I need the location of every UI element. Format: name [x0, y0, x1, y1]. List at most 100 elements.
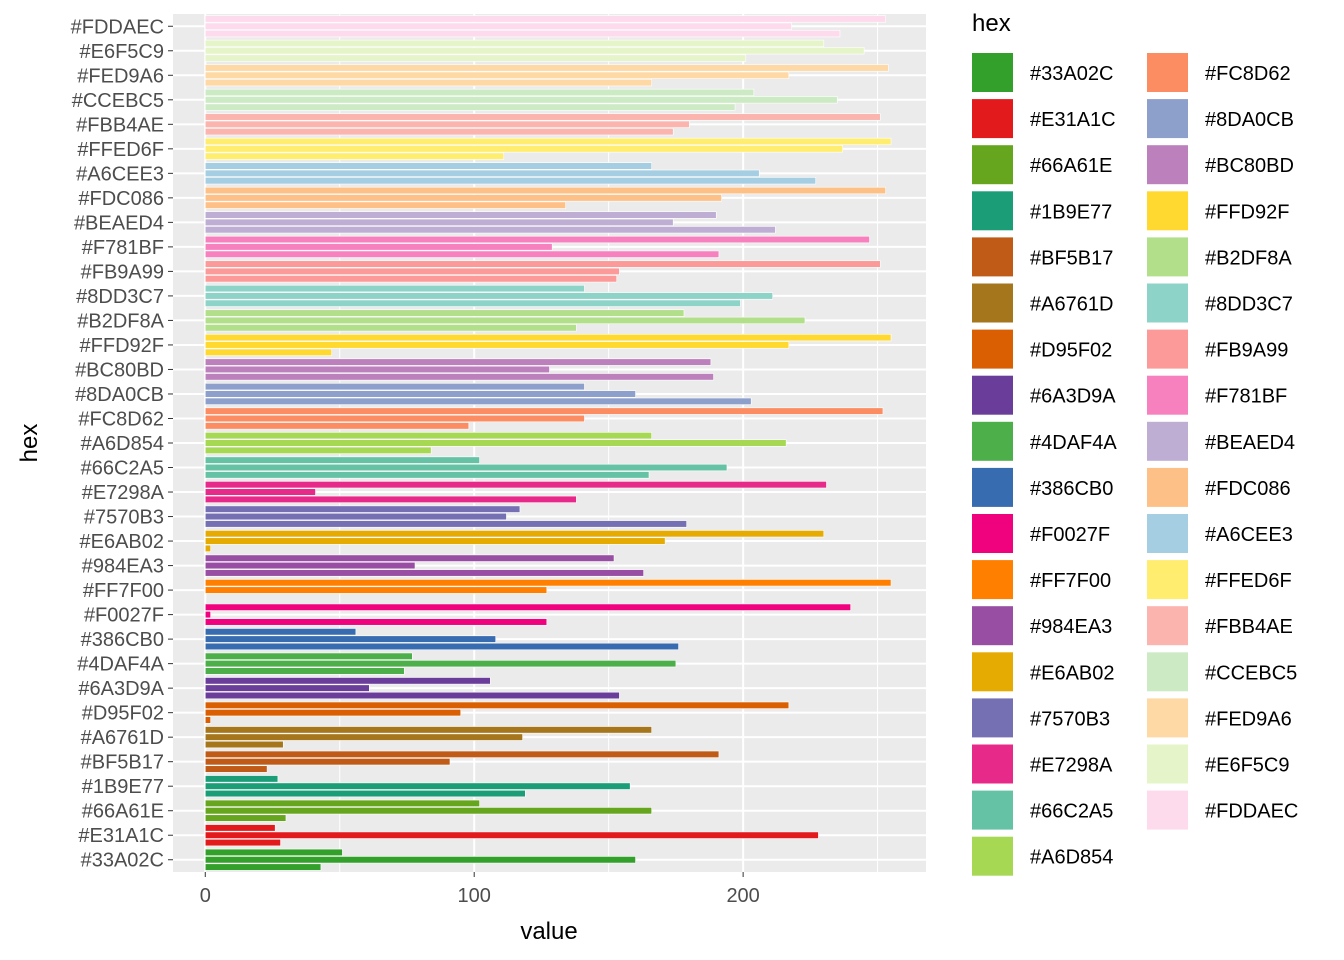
y-tick-label: #8DA0CB: [75, 384, 164, 406]
bar: [204, 709, 462, 717]
legend-swatch: [1147, 237, 1188, 277]
legend-swatch: [972, 836, 1013, 876]
bar: [204, 667, 405, 675]
bar: [204, 652, 413, 660]
legend-swatch: [1147, 467, 1188, 507]
legend-label: #1B9E77: [1030, 201, 1112, 223]
legend-label: #F0027F: [1030, 524, 1110, 546]
legend-label: #BEAED4: [1205, 432, 1295, 454]
bar: [204, 341, 790, 349]
bar: [204, 618, 548, 626]
bar: [204, 407, 884, 415]
y-tick-label: #E31A1C: [78, 825, 164, 847]
bar: [204, 390, 636, 398]
legend-swatch: [1147, 744, 1188, 784]
bar: [204, 39, 825, 48]
bar: [204, 740, 284, 749]
legend-label: #A6761D: [1030, 294, 1113, 316]
y-axis-ticks: #33A02C #E31A1C#66A61E #1B9E77#BF5B17 #A676…: [71, 16, 173, 872]
legend-label: #BC80BD: [1205, 155, 1294, 177]
legend-label: #FFD92F: [1205, 201, 1289, 223]
bar: [204, 324, 577, 332]
legend-swatch: [972, 145, 1013, 185]
bar: [204, 635, 497, 643]
bar: [204, 488, 316, 496]
x-axis-title: value: [520, 918, 577, 945]
legend-label: #FF7F00: [1030, 570, 1111, 592]
bar: [204, 544, 211, 553]
legend-swatch: [1147, 421, 1188, 461]
y-tick-label: #F781BF: [82, 237, 164, 259]
legend-label: #E7298A: [1030, 755, 1113, 777]
bar: [204, 365, 550, 374]
bar: [204, 863, 322, 871]
bar: [204, 128, 674, 136]
bar: [204, 218, 674, 226]
bar: [204, 691, 620, 700]
y-tick-label: #8DD3C7: [76, 286, 164, 308]
bar: [204, 414, 585, 423]
bar: [204, 750, 720, 758]
bar: [204, 628, 357, 636]
bar: [204, 838, 281, 847]
legend-swatch: [972, 652, 1013, 692]
bar: [204, 463, 728, 472]
y-tick-label: #BC80BD: [75, 359, 164, 381]
legend-swatch: [1147, 606, 1188, 646]
legend-label: #984EA3: [1030, 616, 1112, 638]
bar: [204, 530, 825, 538]
bar: [204, 373, 714, 381]
bar: [204, 537, 666, 545]
legend-label: #B2DF8A: [1205, 247, 1292, 269]
legend-swatch: [1147, 790, 1188, 830]
bar: [204, 579, 892, 587]
y-tick-label: #6A3D9A: [78, 678, 164, 700]
legend-swatch: [1147, 375, 1188, 415]
legend-label: #FC8D62: [1205, 63, 1291, 85]
legend-label: #8DA0CB: [1205, 109, 1294, 131]
bar: [204, 243, 553, 251]
bar: [204, 103, 736, 111]
bar: [204, 201, 566, 209]
bar: [204, 856, 636, 864]
y-tick-label: #E6F5C9: [80, 41, 165, 63]
y-tick-label: #BF5B17: [81, 752, 164, 774]
legend-label: #FB9A99: [1205, 340, 1288, 362]
y-tick-label: #BEAED4: [74, 212, 164, 234]
y-tick-label: #FBB4AE: [76, 114, 164, 136]
legend-swatch: [1147, 99, 1188, 139]
legend-swatch: [972, 329, 1013, 369]
bar: [204, 30, 841, 38]
bar: [204, 782, 631, 790]
y-tick-label: #FFED6F: [77, 139, 164, 161]
bar: [204, 348, 332, 356]
y-tick-label: #FDC086: [78, 188, 164, 210]
y-tick-label: #CCEBC5: [72, 90, 164, 112]
bar: [204, 807, 652, 815]
bar: [204, 831, 819, 839]
legend-swatch: [972, 744, 1013, 784]
bar: [204, 88, 755, 97]
y-tick-label: #33A02C: [81, 850, 164, 872]
x-axis-ticks: 0 100 200: [200, 872, 760, 907]
bar: [204, 292, 774, 300]
legend-swatch: [1147, 652, 1188, 692]
legend-swatch: [972, 560, 1013, 600]
legend-label: #8DD3C7: [1205, 294, 1293, 316]
bar: [204, 456, 480, 464]
bar: [204, 79, 652, 87]
bar: [204, 495, 577, 503]
y-tick-label: #E7298A: [82, 482, 165, 504]
bar: [204, 726, 652, 734]
bar: [204, 284, 585, 293]
legend-swatch: [972, 790, 1013, 830]
legend-swatch: [1147, 698, 1188, 738]
y-tick-label: #386CB0: [81, 629, 164, 651]
bar: [204, 610, 211, 619]
legend-swatch: [972, 467, 1013, 507]
legend-swatch: [972, 191, 1013, 231]
legend-swatch: [1147, 191, 1188, 231]
bar: [204, 54, 747, 62]
legend-label: #E6AB02: [1030, 662, 1115, 684]
